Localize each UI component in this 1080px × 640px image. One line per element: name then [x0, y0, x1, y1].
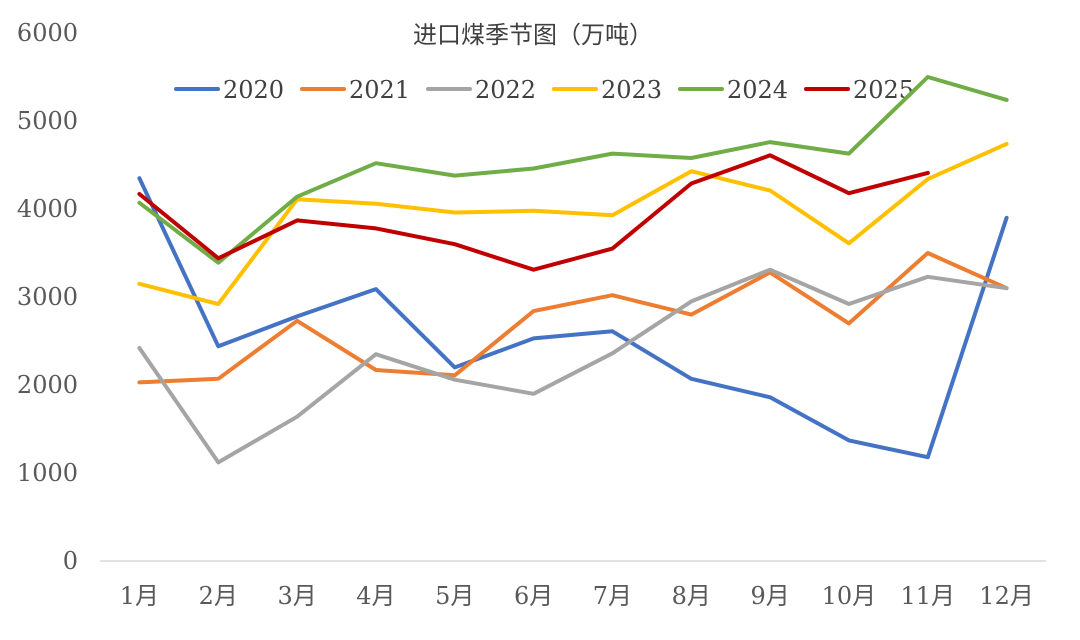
x-tick-label: 5月	[435, 582, 474, 610]
x-tick-label: 6月	[514, 582, 553, 610]
y-tick-label: 4000	[17, 195, 78, 223]
series-line-2024	[137, 75, 1009, 265]
x-tick-label: 3月	[277, 582, 316, 610]
legend-item-2022: 2022	[426, 76, 536, 104]
chart-title: 进口煤季节图（万吨）	[413, 21, 653, 49]
y-tick-label: 0	[63, 547, 78, 575]
x-axis: 1月 2月 3月 4月 5月 6月 7月 8月 9月 10月 11月 12月	[120, 582, 1034, 610]
y-tick-label: 6000	[17, 19, 78, 47]
series-lines	[137, 75, 1009, 465]
y-tick-label: 3000	[17, 283, 78, 311]
legend-label: 2024	[727, 76, 788, 104]
y-axis: 0 1000 2000 3000 4000 5000 6000	[17, 19, 78, 575]
x-tick-label: 9月	[750, 582, 789, 610]
series-line-2021	[137, 251, 1009, 385]
legend-item-2024: 2024	[678, 76, 788, 104]
series-line-2023	[137, 141, 1009, 306]
legend-label: 2023	[601, 76, 662, 104]
legend-label: 2020	[223, 76, 284, 104]
legend-item-2020: 2020	[174, 76, 284, 104]
y-tick-label: 5000	[17, 107, 78, 135]
series-line-2020	[137, 176, 1009, 460]
series-line-2025	[137, 153, 930, 272]
x-tick-label: 4月	[356, 582, 395, 610]
legend-item-2023: 2023	[552, 76, 662, 104]
series-line-2022	[137, 267, 1009, 465]
x-tick-label: 12月	[979, 582, 1034, 610]
x-tick-label: 8月	[672, 582, 711, 610]
legend: 2020 2021 2022 2023 2024 2025	[174, 76, 914, 104]
x-tick-label: 2月	[199, 582, 238, 610]
x-tick-label: 1月	[120, 582, 159, 610]
x-tick-label: 7月	[593, 582, 632, 610]
y-tick-label: 2000	[17, 371, 78, 399]
legend-item-2021: 2021	[300, 76, 410, 104]
x-tick-label: 11月	[900, 582, 955, 610]
y-tick-label: 1000	[17, 459, 78, 487]
legend-label: 2022	[475, 76, 536, 104]
x-tick-label: 10月	[822, 582, 877, 610]
legend-item-2025: 2025	[804, 76, 914, 104]
legend-label: 2021	[349, 76, 410, 104]
